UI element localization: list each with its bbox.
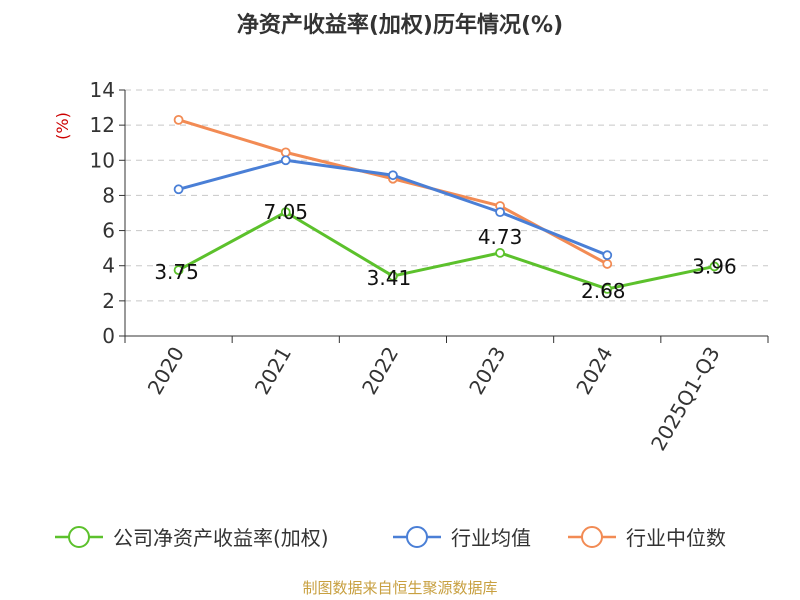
data-point (280, 207, 291, 218)
y-axis-unit: (%) (53, 112, 72, 140)
y-tick-label: 2 (102, 289, 115, 313)
y-tick-label: 4 (102, 254, 115, 278)
data-label: 3.41 (367, 266, 412, 290)
data-label: 7.05 (263, 200, 308, 224)
legend-label: 行业均值 (451, 526, 531, 550)
legend-label: 行业中位数 (626, 526, 726, 550)
legend-marker (68, 526, 90, 548)
data-point (388, 170, 398, 181)
series-line-2 (178, 118, 608, 266)
data-point (602, 250, 613, 261)
x-tick-label: 2024 (571, 343, 617, 399)
data-point (495, 207, 505, 218)
data-point (602, 284, 613, 294)
legend-item[interactable]: 行业均值 (393, 526, 531, 550)
y-tick-label: 8 (102, 183, 115, 207)
data-label: 3.96 (692, 254, 737, 278)
y-tick-label: 12 (90, 113, 115, 137)
data-point (173, 184, 184, 195)
data-label: 2.68 (581, 279, 626, 303)
data-point (602, 259, 613, 269)
data-point (280, 155, 291, 166)
legend-marker (406, 526, 428, 548)
legend-label: 公司净资产收益率(加权) (113, 526, 329, 550)
data-point (709, 261, 720, 272)
legend-item[interactable]: 行业中位数 (568, 526, 726, 550)
data-labels: 3.75 7.05 3.41 4.73 2.68 3.96 (154, 200, 736, 303)
data-label: 4.73 (478, 225, 523, 249)
x-tick-label: 2025Q1-Q3 (646, 343, 725, 455)
source-note: 制图数据来自恒生聚源数据库 (302, 579, 497, 597)
data-point (280, 147, 291, 158)
x-tick-label: 2021 (250, 343, 296, 399)
axes: 0 2 4 6 8 10 12 14 2020 2021 2022 2023 2024 2025Q1-Q3 (90, 78, 769, 455)
series-line-0 (177, 210, 715, 291)
legend-item[interactable]: 公司净资产收益率(加权) (55, 526, 329, 550)
x-tick-label: 2020 (143, 343, 189, 399)
y-tick-label: 10 (90, 148, 115, 172)
legend-marker (581, 526, 603, 548)
data-label: 3.75 (154, 260, 199, 284)
grid-lines (125, 89, 768, 302)
data-point (495, 247, 505, 258)
x-tick-label: 2022 (357, 343, 403, 399)
y-tick-label: 6 (102, 219, 115, 243)
y-tick-label: 14 (90, 78, 115, 102)
data-point (388, 271, 398, 281)
chart-title: 净资产收益率(加权)历年情况(%) (237, 12, 563, 38)
legend[interactable]: 公司净资产收益率(加权) 行业均值 行业中位数 (55, 526, 726, 550)
series-lines (173, 114, 720, 294)
x-tick-label: 2023 (464, 343, 510, 399)
y-tick-label: 0 (102, 324, 115, 348)
data-point (173, 114, 184, 125)
data-point (173, 265, 184, 276)
